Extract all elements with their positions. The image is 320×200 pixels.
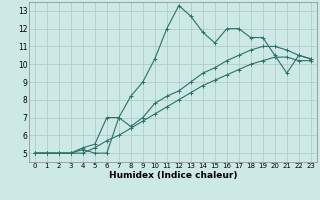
- X-axis label: Humidex (Indice chaleur): Humidex (Indice chaleur): [108, 171, 237, 180]
